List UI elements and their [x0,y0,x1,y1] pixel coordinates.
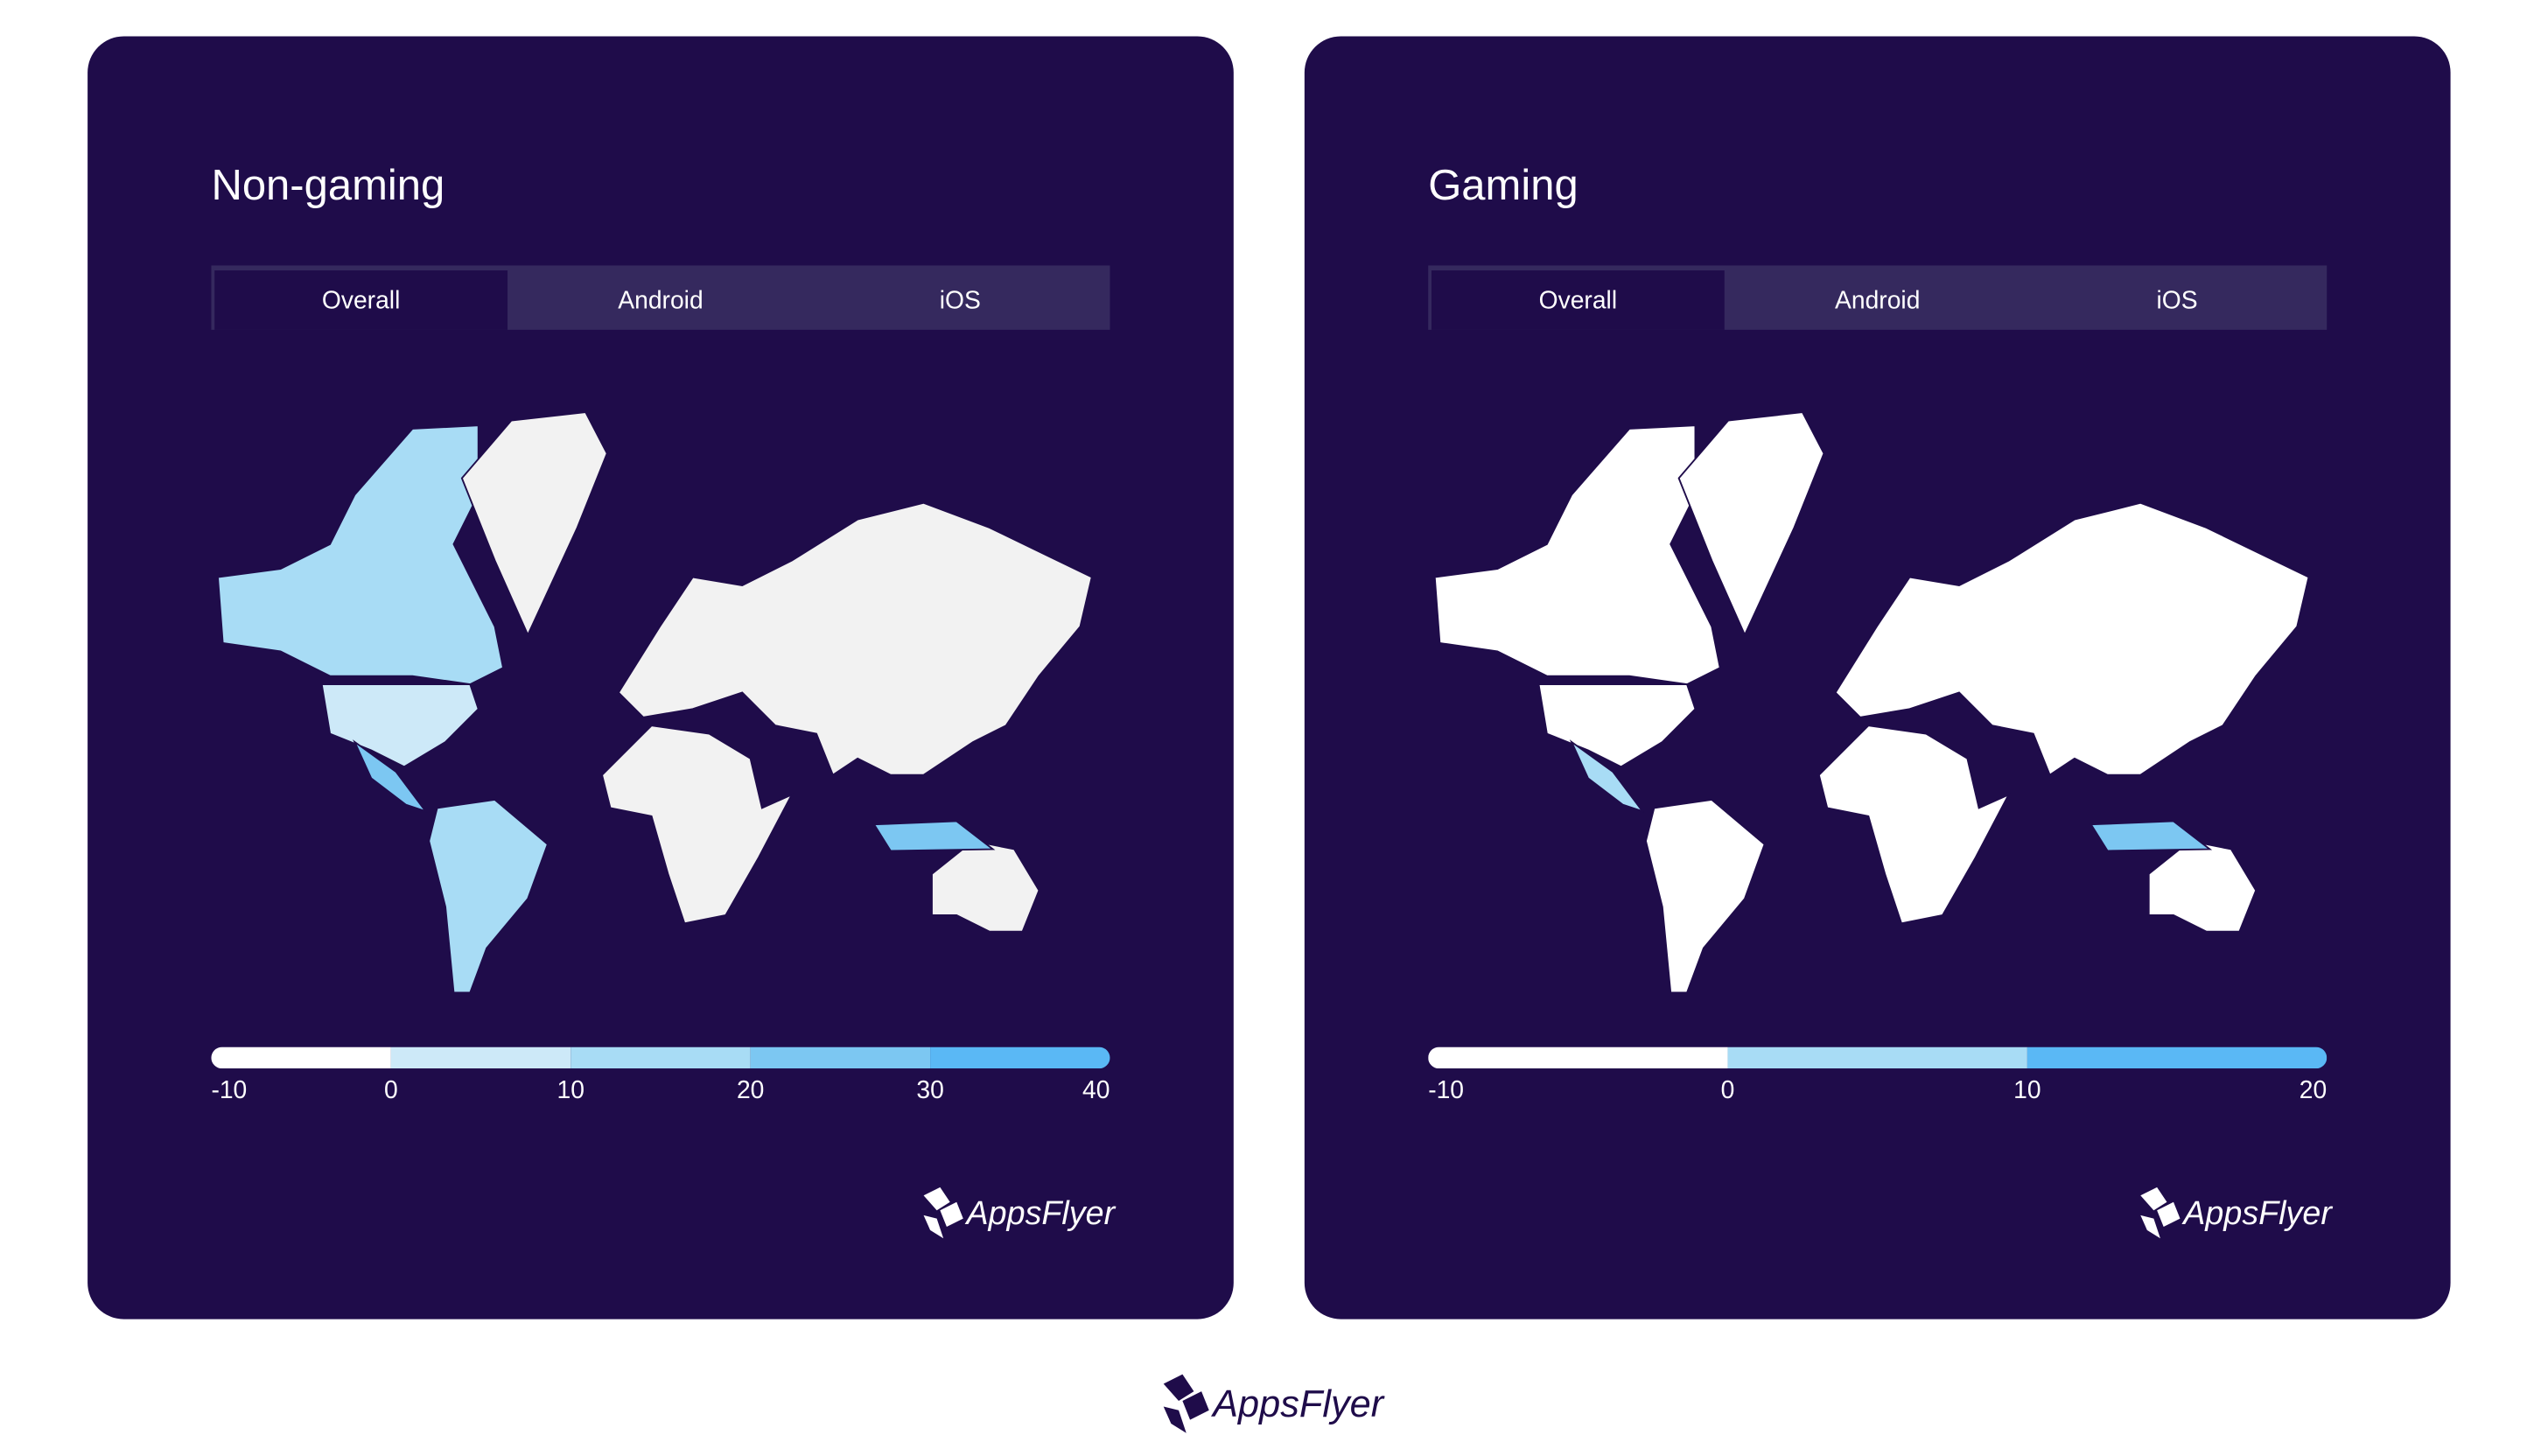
legend-segment [750,1046,931,1069]
country-region [428,798,549,994]
world-map [1433,411,2310,994]
legend-tick-label: 10 [2013,1075,2040,1103]
legend-segment [390,1046,571,1069]
country-region [1433,424,1721,686]
country-region [1834,501,2310,777]
tab-label[interactable]: Overall [322,285,400,313]
tab-label[interactable]: Android [1835,285,1920,313]
country-region [1644,798,1766,994]
logo: AppsFlyer [2140,1186,2333,1239]
tab-active[interactable] [1431,270,1725,330]
logo-text: AppsFlyer [2181,1194,2333,1231]
country-region [1569,739,1645,814]
logo-icon [2140,1214,2160,1239]
country-region [353,739,428,814]
tab-label[interactable]: Android [618,285,703,313]
legend-tick-label: 20 [737,1075,764,1103]
legend [1428,1046,2328,1069]
world-map [216,411,1093,994]
legend-segment [930,1046,1110,1069]
country-region [617,501,1093,777]
legend-tick-label: 0 [1721,1075,1735,1103]
legend-tick-label: 20 [2300,1075,2327,1103]
logo-icon [2140,1186,2167,1211]
tab-label[interactable]: iOS [940,285,981,313]
logo: AppsFlyer [1163,1374,1385,1433]
logo-icon [1163,1406,1186,1433]
tab-active[interactable] [214,270,508,330]
card-title: Non-gaming [211,162,444,209]
card: Gaming Overall Android iOS -10 0 10 20 AppsFlyer [1304,36,2451,1320]
logo-icon [940,1201,963,1228]
legend-segment [570,1046,751,1069]
logo-icon [2157,1201,2180,1228]
logo: AppsFlyer [923,1186,1116,1239]
country-region [872,820,996,852]
legend-segment [211,1046,391,1069]
legend-tick-label: 10 [557,1075,584,1103]
legend-tick-label: -10 [1428,1075,1464,1103]
legend-tick-label: 0 [384,1075,398,1103]
logo-text: AppsFlyer [1210,1383,1385,1425]
legend [211,1046,1110,1069]
logo-icon [1163,1374,1194,1401]
legend-tick-label: 40 [1082,1075,1110,1103]
logo-icon [923,1186,950,1211]
country-region [1677,411,1825,637]
legend-tick-label: 30 [916,1075,943,1103]
legend-segment [2026,1046,2328,1069]
card: Non-gaming Overall Android iOS -10 0 10 20 30 40 A… [88,36,1234,1320]
country-region [1817,724,2011,925]
card-title: Gaming [1428,162,1578,209]
country-region [216,424,505,686]
tab-label[interactable]: iOS [2157,285,2198,313]
legend-tick-label: -10 [211,1075,247,1103]
country-region [2090,820,2213,852]
country-region [460,411,608,637]
logo-icon [923,1214,944,1239]
legend-segment [1428,1046,1728,1069]
country-region [601,724,794,925]
logo-text: AppsFlyer [965,1194,1116,1231]
tab-label[interactable]: Overall [1539,285,1617,313]
legend-segment [1727,1046,2027,1069]
logo-icon [1182,1391,1209,1420]
